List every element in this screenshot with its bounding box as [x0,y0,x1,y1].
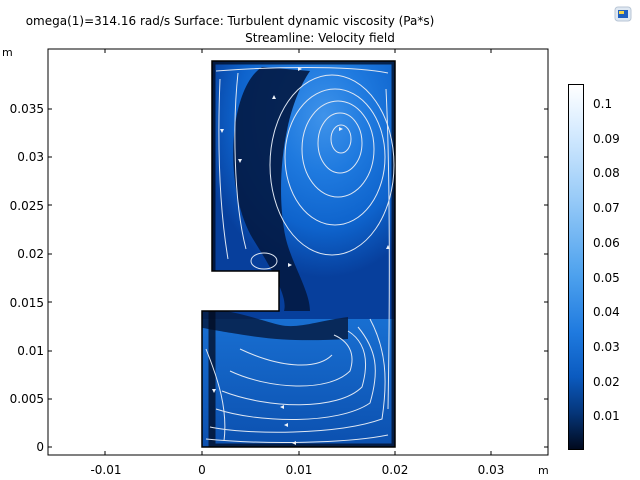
axis-ticks [48,49,548,455]
title-line-1: omega(1)=314.16 rad/s Surface: Turbulent… [25,14,435,28]
domain-boundary [201,60,396,448]
colorbar-tick-label: 0.02 [593,375,620,389]
viscosity-surface [202,61,395,447]
image-export-icon[interactable] [614,6,632,22]
x-tick-label: 0.02 [381,463,409,477]
x-tick-label: -0.01 [90,463,122,477]
y-tick-label: 0.025 [9,199,44,213]
colorbar-tick-label: 0.04 [593,305,620,319]
colorbar-tick-label: 0.03 [593,340,620,354]
colorbar [568,84,584,450]
title-line-2: Streamline: Velocity field [245,31,395,45]
colorbar-tick-label: 0.08 [593,166,620,180]
y-tick-label: 0.01 [17,344,44,358]
x-axis-unit: m [538,464,549,477]
colorbar-tick-label: 0.09 [593,132,620,146]
colorbar-tick-label: 0.05 [593,271,620,285]
x-tick-label: 0.01 [285,463,313,477]
y-axis-unit: m [2,46,13,59]
colorbar-tick-label: 0.1 [593,97,613,111]
plot-frame [47,48,549,456]
y-tick-label: 0.015 [9,296,44,310]
y-tick-label: 0.03 [17,150,44,164]
streamline-arrows [212,67,390,445]
y-tick-label: 0.035 [9,102,44,116]
y-tick-label: 0.005 [9,392,44,406]
y-tick-label: 0.02 [17,247,44,261]
plot-area[interactable] [47,48,549,456]
x-tick-label: 0 [198,463,206,477]
y-tick-label: 0 [36,440,44,454]
x-tick-label: 0.03 [477,463,505,477]
streamlines [205,67,395,443]
colorbar-tick-label: 0.06 [593,236,620,250]
colorbar-tick-label: 0.07 [593,201,620,215]
colorbar-tick-label: 0.01 [593,409,620,423]
